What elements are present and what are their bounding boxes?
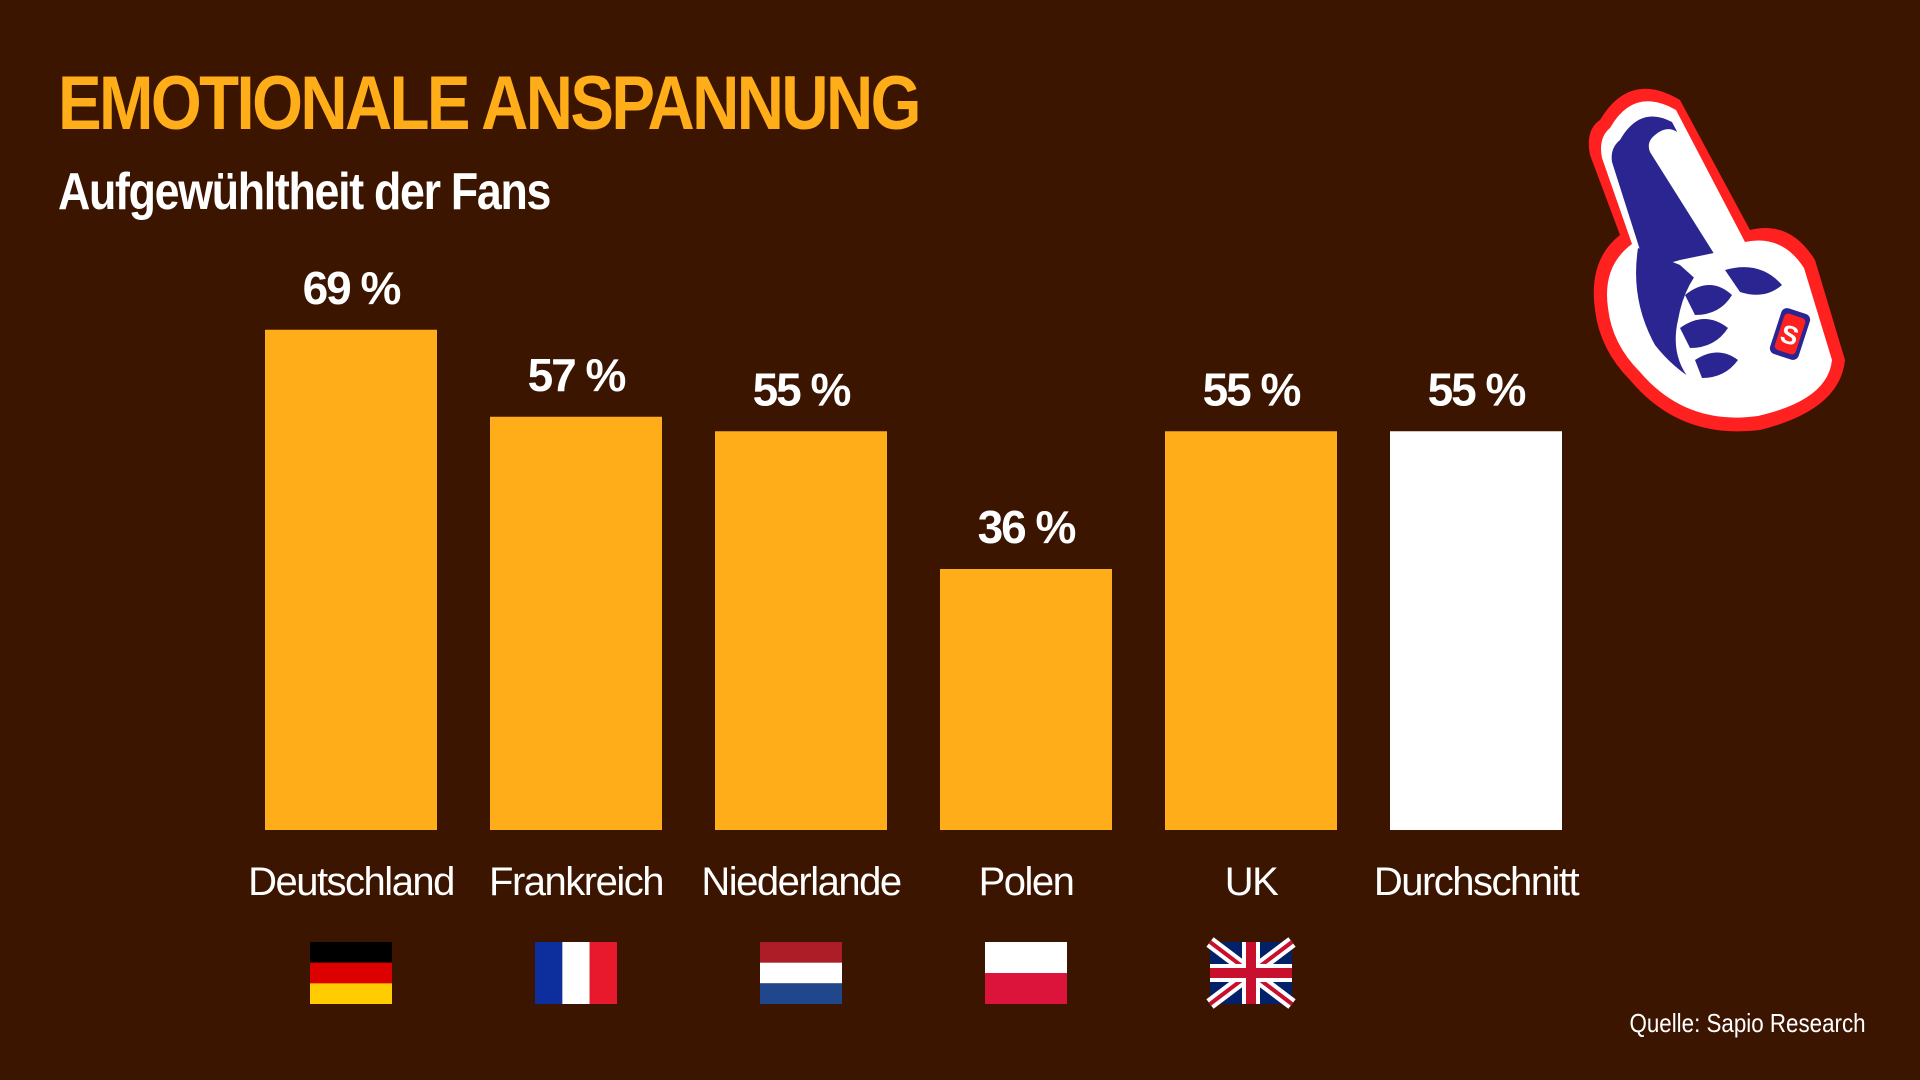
value-label: 55 %: [1203, 363, 1301, 415]
value-label: 55 %: [753, 363, 851, 415]
germany-flag: [310, 942, 392, 1004]
category-label: Frankreich: [489, 860, 663, 904]
chart-subtitle: Aufgewühltheit der Fans: [58, 163, 551, 221]
value-label: 36 %: [978, 501, 1076, 553]
value-label: 57 %: [528, 349, 626, 401]
poland-flag: [985, 942, 1067, 1004]
category-label: Deutschland: [248, 860, 454, 904]
category-label: Durchschnitt: [1374, 860, 1580, 904]
bar-niederlande: [715, 431, 887, 830]
category-label: UK: [1225, 860, 1279, 904]
uk-flag: [1206, 937, 1296, 1009]
bar-polen: [940, 569, 1112, 830]
value-label: 69 %: [303, 262, 401, 314]
bar-uk: [1165, 431, 1337, 830]
category-label: Niederlande: [701, 860, 900, 904]
chart-title: EMOTIONALE ANSPANNUNG: [58, 61, 921, 146]
france-flag: [535, 942, 617, 1004]
netherlands-flag: [760, 942, 842, 1004]
category-label: Polen: [979, 860, 1074, 904]
value-label: 55 %: [1428, 363, 1526, 415]
bar-deutschland: [265, 329, 437, 830]
foam-finger-mascot-icon: S: [1588, 88, 1845, 432]
bar-frankreich: [490, 416, 662, 830]
source-note: Quelle: Sapio Research: [1629, 1008, 1866, 1038]
bar-durchschnitt: [1390, 431, 1562, 830]
